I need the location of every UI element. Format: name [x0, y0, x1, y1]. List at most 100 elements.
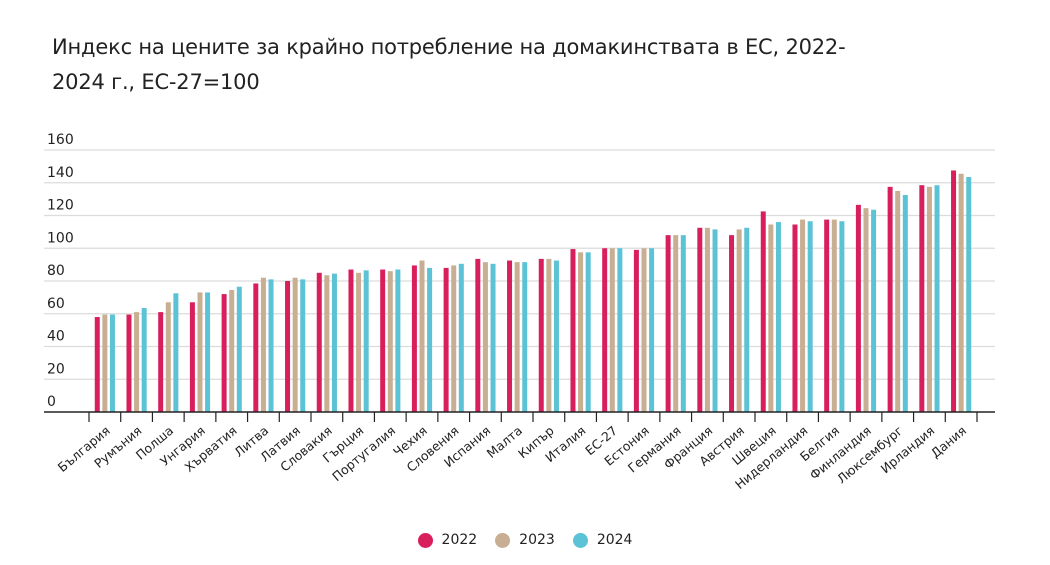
chart-title-line2: 2024 г., ЕС-27=100	[52, 70, 260, 94]
legend-item-2023[interactable]: 2023	[495, 532, 555, 548]
bar-2024-11	[458, 263, 464, 412]
bar-2022-13	[507, 260, 513, 412]
x-axis-labels: БългарияРумънияПолшаУнгарияХърватияЛитва…	[55, 423, 969, 492]
chart-title-line1: Индекс на цените за крайно потребление н…	[52, 35, 846, 59]
bar-2023-14	[546, 258, 552, 412]
bar-2022-24	[855, 204, 861, 412]
bar-2023-27	[958, 173, 964, 412]
legend-swatch-2024	[572, 532, 588, 548]
bar-2023-8	[356, 272, 362, 412]
bar-2023-1	[134, 312, 140, 412]
bars	[94, 170, 972, 412]
y-tick-label: 0	[47, 394, 56, 410]
bar-2024-24	[871, 209, 877, 412]
bar-2022-20	[729, 235, 735, 412]
bar-2024-25	[902, 195, 908, 412]
bar-2024-15	[585, 252, 591, 412]
bar-2023-15	[578, 252, 584, 412]
legend: 2022 2023 2024	[0, 532, 1050, 548]
bar-2024-26	[934, 185, 940, 412]
y-axis-ticks: 0 20 40 60 80 100 120 140 160	[47, 132, 74, 410]
bar-2024-22	[807, 221, 813, 412]
bar-2023-0	[102, 314, 108, 412]
bar-2024-16	[617, 248, 623, 412]
bar-2022-21	[760, 211, 766, 412]
bar-2022-6	[285, 281, 291, 412]
bar-2024-20	[744, 227, 750, 412]
bar-2022-1	[126, 314, 132, 412]
legend-label-2023: 2023	[519, 532, 555, 548]
bar-2023-4	[229, 290, 235, 412]
legend-item-2022[interactable]: 2022	[417, 532, 478, 548]
y-tick-label: 80	[47, 263, 65, 279]
bar-2024-17	[649, 248, 655, 412]
bar-2023-2	[165, 302, 171, 412]
bar-2022-27	[951, 170, 957, 412]
bar-2024-10	[427, 267, 433, 412]
y-tick-label: 140	[47, 165, 74, 181]
bar-2024-7	[331, 273, 337, 412]
y-tick-label: 40	[47, 329, 65, 345]
bar-2024-5	[268, 279, 274, 412]
bar-2022-22	[792, 224, 798, 412]
bar-2022-10	[411, 265, 417, 412]
bar-2022-14	[538, 258, 544, 412]
bar-2022-11	[443, 267, 449, 412]
bar-2022-5	[253, 283, 259, 412]
y-tick-label: 20	[47, 361, 65, 377]
bar-2023-6	[292, 277, 298, 412]
bar-2023-10	[419, 260, 425, 412]
bar-2023-13	[514, 262, 520, 412]
bar-2023-22	[800, 219, 806, 412]
bar-2023-12	[482, 262, 488, 412]
bar-2024-23	[839, 221, 845, 412]
chart-title: Индекс на цените за крайно потребление н…	[52, 30, 912, 100]
bar-2023-5	[260, 277, 266, 412]
bar-2024-13	[522, 262, 528, 412]
bar-2024-6	[300, 279, 306, 412]
bar-2023-21	[768, 224, 774, 412]
bar-2023-7	[324, 275, 330, 412]
bar-2024-9	[395, 269, 401, 412]
bar-2024-3	[205, 292, 211, 412]
y-tick-label: 160	[47, 132, 74, 148]
y-tick-label: 100	[47, 230, 74, 246]
bar-2023-26	[926, 186, 932, 412]
bar-2023-20	[736, 229, 742, 412]
bar-2024-1	[141, 308, 147, 412]
bar-2024-27	[966, 177, 972, 412]
bar-2023-19	[704, 227, 710, 412]
bar-2022-23	[824, 219, 830, 412]
bar-2023-25	[895, 190, 901, 412]
bar-2023-18	[673, 235, 679, 412]
y-tick-label: 60	[47, 296, 65, 312]
bar-2024-0	[109, 314, 115, 412]
bar-2022-19	[697, 227, 703, 412]
bar-2023-17	[641, 248, 647, 412]
bar-2022-0	[94, 317, 100, 412]
bar-2024-14	[553, 260, 559, 412]
bar-2022-26	[919, 185, 925, 412]
bar-2023-23	[831, 219, 837, 412]
legend-label-2024: 2024	[596, 532, 633, 548]
bar-2023-9	[387, 271, 393, 412]
x-tick-label: Дания	[928, 423, 969, 461]
bar-2023-3	[197, 292, 203, 412]
bar-2022-15	[570, 249, 576, 412]
bar-2022-4	[221, 294, 227, 412]
bar-2022-17	[633, 249, 639, 412]
y-tick-label: 120	[47, 198, 74, 214]
bar-2022-18	[665, 235, 671, 412]
bar-2023-24	[863, 208, 869, 412]
legend-label-2022: 2022	[441, 532, 478, 548]
bar-2024-2	[173, 293, 179, 412]
bar-2024-19	[712, 229, 718, 412]
bar-2022-7	[316, 272, 322, 412]
bar-2022-2	[158, 312, 164, 412]
bar-2024-8	[363, 270, 369, 412]
bar-2024-21	[775, 222, 781, 412]
legend-item-2024[interactable]: 2024	[572, 532, 633, 548]
bar-2023-11	[451, 265, 457, 412]
bar-2022-8	[348, 269, 354, 412]
